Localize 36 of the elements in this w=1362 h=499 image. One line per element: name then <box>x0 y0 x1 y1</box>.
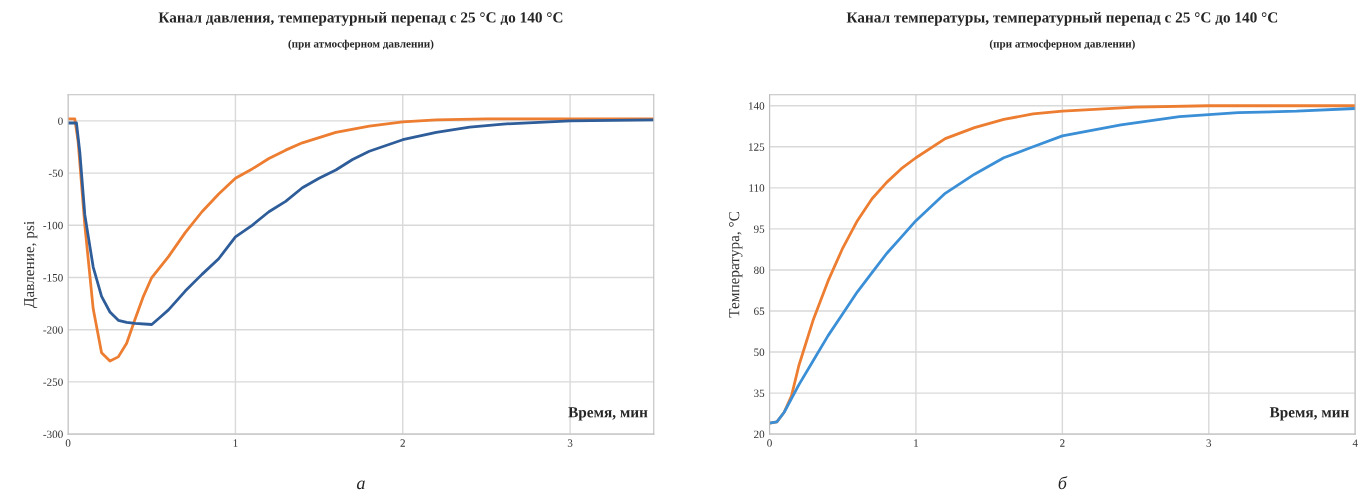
y-tick-label: -100 <box>43 221 63 230</box>
y-tick-label: 140 <box>748 102 765 110</box>
y-tick-label: 65 <box>754 307 765 315</box>
y-tick-label: 50 <box>754 348 765 356</box>
x-tick-label: 3 <box>1206 439 1212 447</box>
line-series <box>68 118 654 326</box>
x-tick-label: 0 <box>65 439 71 447</box>
y-tick-label: -50 <box>48 169 63 178</box>
y-tick-label: 95 <box>753 225 765 233</box>
y-axis-title: Давление, psi <box>23 221 38 308</box>
y-tick-label: 20 <box>754 430 765 439</box>
y-tick-label: -150 <box>43 273 63 282</box>
x-tick-label: 0 <box>767 439 772 447</box>
x-axis-title: Время, мин <box>568 407 648 421</box>
text: а <box>356 480 365 490</box>
y-axis-title: Температура, °С <box>728 211 743 318</box>
x-axis-title: Время, мин <box>1269 407 1349 421</box>
y-tick-label: 0 <box>58 117 63 125</box>
chart-title: Канал температуры, температурный перепад с 25 °С до 140 °С <box>846 11 1278 26</box>
y-tick-label: 80 <box>753 266 765 274</box>
x-tick-label: 1 <box>914 439 919 447</box>
x-tick-label: 2 <box>400 439 405 447</box>
chart-title: Канал давления, температурный перепад с 25 °С до 140 °С <box>158 11 563 26</box>
x-tick-label: 3 <box>567 439 573 447</box>
chart-subtitle: (при атмосферном давлении) <box>288 39 434 50</box>
y-tick-label: -200 <box>43 326 63 334</box>
y-tick-label: -300 <box>43 430 63 439</box>
text: б <box>1058 476 1068 490</box>
y-tick-label: 35 <box>754 389 765 398</box>
y-tick-label: 125 <box>748 143 765 151</box>
x-tick-label: 2 <box>1060 439 1065 447</box>
x-tick-label: 1 <box>233 439 238 447</box>
chart-subtitle: (при атмосферном давлении) <box>989 39 1135 50</box>
y-tick-label: -250 <box>43 378 63 386</box>
x-tick-label: 4 <box>1352 439 1358 447</box>
y-tick-label: 110 <box>749 184 765 192</box>
